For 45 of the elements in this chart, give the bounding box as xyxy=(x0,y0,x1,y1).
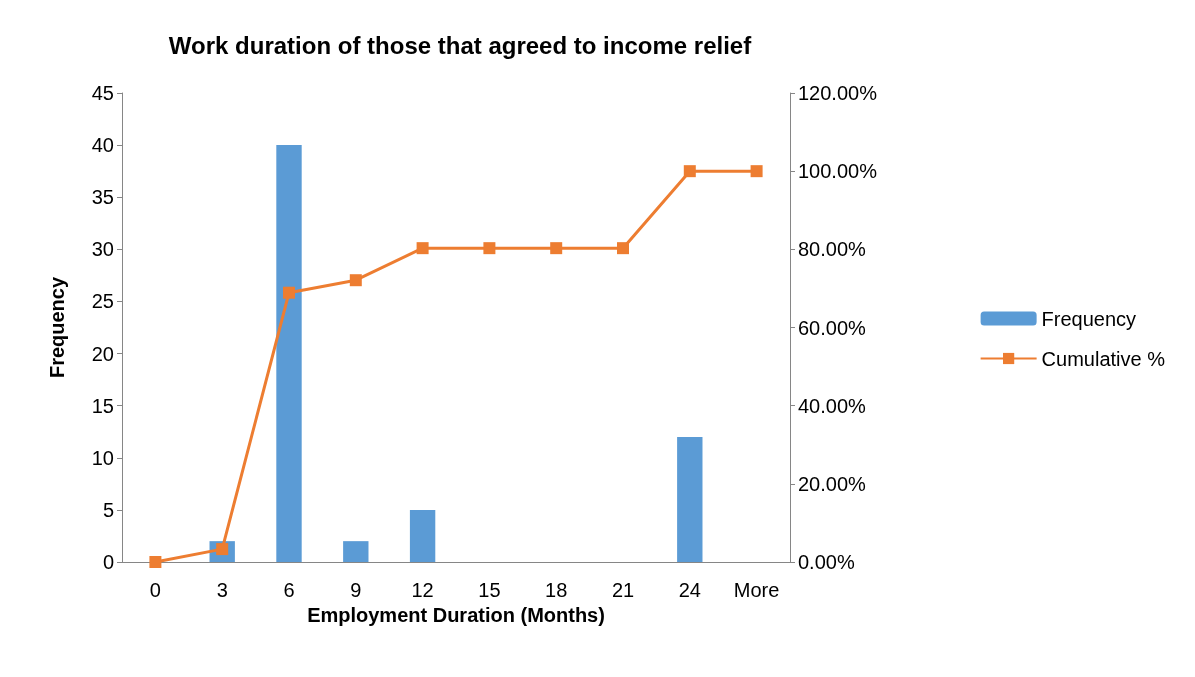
point xyxy=(283,286,295,299)
y2-tick-label: 100.00% xyxy=(798,160,878,183)
point xyxy=(550,242,563,255)
point xyxy=(149,556,162,568)
x-axis-title: Employment Duration (Months) xyxy=(307,603,605,626)
x-tick-label: 15 xyxy=(478,579,501,601)
x-tick-label: 21 xyxy=(611,579,635,601)
point xyxy=(617,242,629,255)
point xyxy=(416,242,429,255)
legend-label: Frequency xyxy=(1041,307,1137,330)
y2-tick-label: 120.00% xyxy=(798,82,878,104)
y-tick-label: 45 xyxy=(91,82,114,104)
y-tick-label: 30 xyxy=(91,238,114,261)
x-tick-label: 18 xyxy=(545,579,568,601)
point xyxy=(349,274,362,287)
x-tick-label: 9 xyxy=(350,579,362,601)
bar xyxy=(677,436,703,562)
x-tick-label: 0 xyxy=(149,579,161,601)
y2-tick-label: 80.00% xyxy=(798,238,867,261)
point xyxy=(683,165,696,178)
x-tick-label: 3 xyxy=(216,579,228,601)
y-tick-label: 10 xyxy=(91,446,114,469)
y-tick-label: 35 xyxy=(91,186,114,209)
y-tick-label: 40 xyxy=(91,134,114,157)
chart-title: Work duration of those that agreed to income relief xyxy=(168,31,753,59)
y2-tick-label: 40.00% xyxy=(798,394,867,417)
y-tick-label: 5 xyxy=(102,498,114,521)
x-tick-label: 12 xyxy=(411,579,434,601)
y-tick-label: 0 xyxy=(102,551,114,573)
y2-tick-label: 0.00% xyxy=(798,551,855,573)
x-tick-label: More xyxy=(733,579,780,601)
y-tick-label: 15 xyxy=(91,394,114,417)
x-tick-label: 24 xyxy=(678,579,701,601)
x-tick-label: 6 xyxy=(283,579,295,601)
y-tick-label: 20 xyxy=(91,342,114,365)
y2-tick-label: 20.00% xyxy=(798,472,867,495)
y-axis-title: Frequency xyxy=(46,276,68,379)
y2-tick-label: 60.00% xyxy=(798,316,867,339)
y-tick-label: 25 xyxy=(91,290,114,313)
point xyxy=(750,165,763,178)
bar xyxy=(343,541,369,562)
point xyxy=(483,242,496,255)
legend-label: Cumulative % xyxy=(1041,347,1166,370)
bar xyxy=(276,145,302,562)
bar xyxy=(409,509,436,562)
